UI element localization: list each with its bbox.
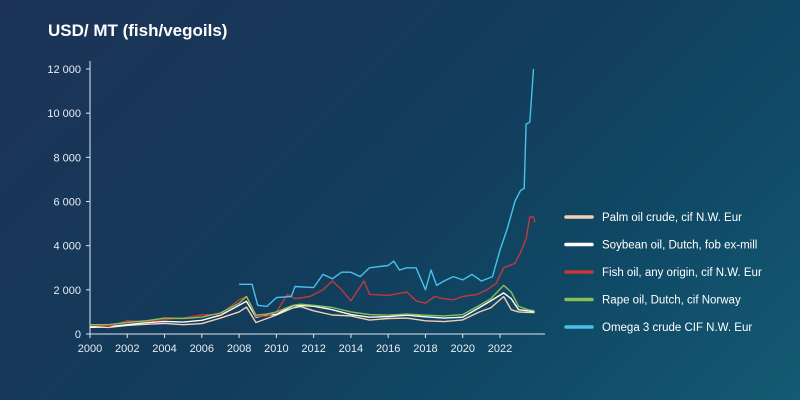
legend: Palm oil crude, cif N.W. Eur Soybean oil,… bbox=[564, 212, 762, 334]
x-tick-label: 2022 bbox=[488, 343, 512, 355]
x-tick-label: 2016 bbox=[376, 343, 400, 355]
x-tick-label: 2006 bbox=[190, 343, 214, 355]
axes: 0 2 000 4 000 6 000 8 000 10 000 12 000 2000 200… bbox=[47, 61, 545, 355]
y-tick-label: 2 000 bbox=[53, 285, 81, 297]
x-tick-label: 2018 bbox=[413, 343, 437, 355]
series-layer bbox=[89, 68, 536, 329]
legend-label: Soybean oil, Dutch, fob ex-mill bbox=[602, 240, 757, 252]
y-tick-label: 8 000 bbox=[53, 152, 81, 164]
series-line-5 bbox=[239, 68, 535, 308]
legend-label: Fish oil, any origin, cif N.W. Eur bbox=[602, 267, 762, 279]
x-tick-label: 2000 bbox=[78, 343, 102, 355]
x-tick-label: 2008 bbox=[227, 343, 251, 355]
y-tick-label: 12 000 bbox=[47, 64, 81, 76]
x-tick-label: 2020 bbox=[450, 343, 474, 355]
chart-title: USD/ MT (fish/vegoils) bbox=[48, 21, 227, 40]
series-line-2 bbox=[89, 292, 535, 329]
legend-label: Palm oil crude, cif N.W. Eur bbox=[602, 212, 742, 224]
x-tick-label: 2014 bbox=[339, 343, 363, 355]
y-tick-label: 4 000 bbox=[53, 241, 81, 253]
y-tick-label: 0 bbox=[75, 329, 81, 341]
legend-label: Omega 3 crude CIF N.W. Eur bbox=[602, 322, 752, 334]
series-line-4 bbox=[90, 284, 535, 326]
x-tick-label: 2012 bbox=[301, 343, 325, 355]
legend-label: Rape oil, Dutch, cif Norway bbox=[602, 295, 741, 307]
series-line-1 bbox=[89, 295, 535, 329]
y-tick-label: 10 000 bbox=[47, 108, 81, 120]
x-tick-label: 2002 bbox=[115, 343, 139, 355]
x-tick-label: 2004 bbox=[152, 343, 176, 355]
y-tick-label: 6 000 bbox=[53, 197, 81, 209]
x-tick-label: 2010 bbox=[264, 343, 288, 355]
